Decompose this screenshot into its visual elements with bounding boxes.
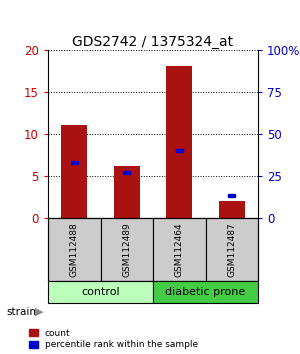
Bar xyxy=(153,281,258,303)
Bar xyxy=(70,161,78,164)
Bar xyxy=(100,218,153,281)
Text: GSM112489: GSM112489 xyxy=(122,222,131,277)
Title: GDS2742 / 1375324_at: GDS2742 / 1375324_at xyxy=(72,35,234,48)
Bar xyxy=(176,149,183,152)
Text: strain: strain xyxy=(6,307,36,316)
Bar xyxy=(206,218,258,281)
Text: GSM112487: GSM112487 xyxy=(227,222,236,277)
Bar xyxy=(48,281,153,303)
Bar xyxy=(61,125,87,218)
Legend: count, percentile rank within the sample: count, percentile rank within the sample xyxy=(28,329,198,349)
Text: GSM112464: GSM112464 xyxy=(175,222,184,277)
Bar xyxy=(219,201,245,218)
Bar xyxy=(153,218,206,281)
Text: ▶: ▶ xyxy=(34,307,43,316)
Text: diabetic prone: diabetic prone xyxy=(165,287,246,297)
Text: GSM112488: GSM112488 xyxy=(70,222,79,277)
Bar xyxy=(166,67,192,218)
Bar xyxy=(48,218,100,281)
Text: control: control xyxy=(81,287,120,297)
Bar xyxy=(228,194,236,198)
Bar xyxy=(123,171,130,174)
Bar xyxy=(114,166,140,218)
